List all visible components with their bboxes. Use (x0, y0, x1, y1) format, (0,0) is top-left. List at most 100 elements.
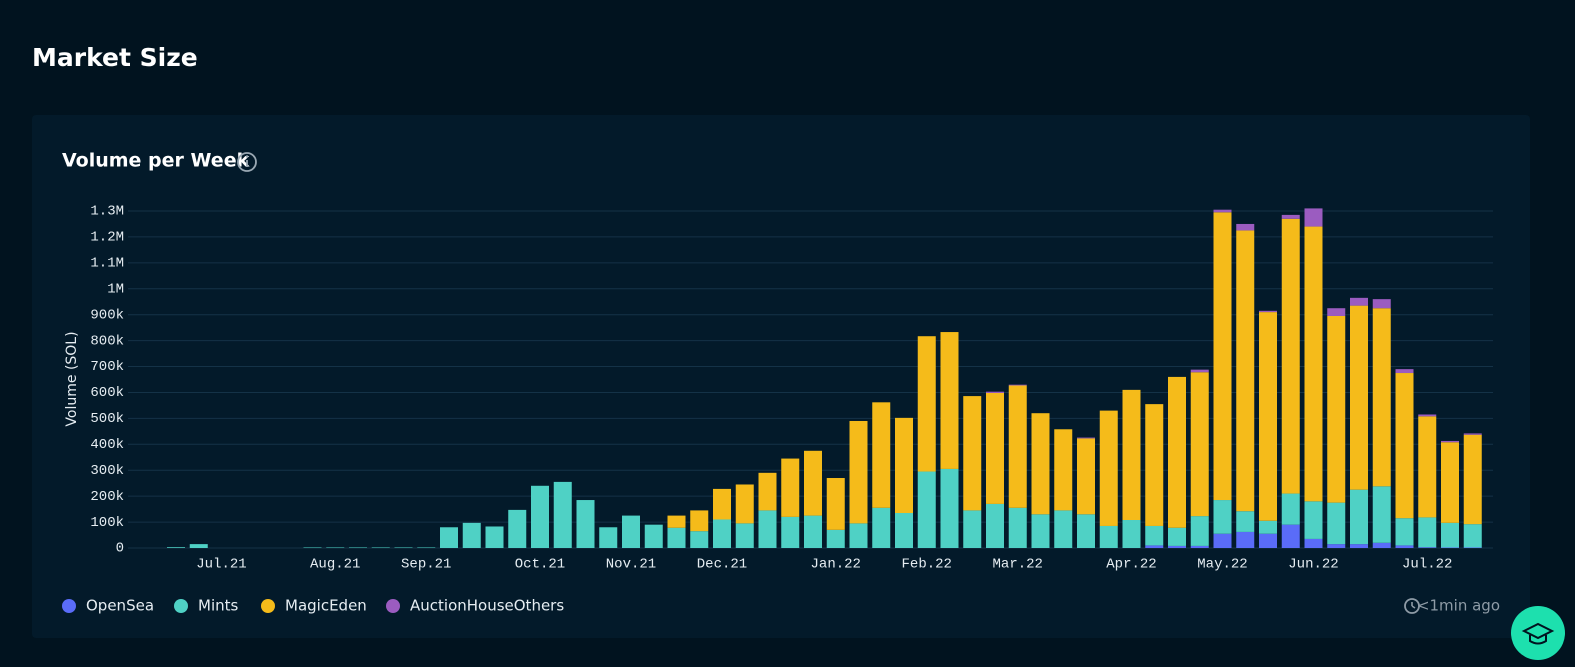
bar-segment (1418, 517, 1437, 548)
bar-segment (1236, 230, 1255, 512)
bar-segment (1077, 437, 1095, 439)
bar-segment (986, 391, 1004, 393)
bar-segment (1441, 547, 1459, 548)
bar-segment (1190, 369, 1209, 373)
x-tick-label: Feb.22 (902, 557, 952, 573)
bar-segment (1259, 520, 1277, 534)
bar-segment (1145, 545, 1164, 548)
bar-segment (1236, 223, 1255, 231)
x-tick-label: Jul.21 (196, 557, 246, 573)
bar-segment (1190, 372, 1209, 517)
x-tick-label: Aug.21 (310, 557, 360, 573)
y-tick-label: 500k (90, 411, 124, 427)
bar-segment (1281, 214, 1300, 219)
bar-segment (1190, 516, 1209, 546)
info-icon[interactable] (237, 152, 257, 172)
x-tick-label: Sep.21 (401, 557, 451, 573)
bar-segment (1168, 545, 1186, 548)
bar-segment (1327, 308, 1346, 316)
bar-segment (1463, 433, 1482, 435)
bar-segment (1372, 486, 1391, 543)
y-tick-label: 1M (107, 281, 124, 297)
legend-label: Mints (198, 597, 238, 615)
y-tick-label: 1.3M (90, 204, 124, 220)
bar-segment (1077, 514, 1095, 548)
bar-segment (826, 529, 845, 548)
bar-segment (986, 503, 1004, 548)
bar-segment (1190, 545, 1209, 548)
bar-segment (1122, 389, 1141, 521)
bar-segment (1350, 489, 1368, 545)
bar-segment (713, 519, 731, 548)
y-tick-label: 800k (90, 333, 124, 349)
bar-segment (804, 515, 822, 548)
bar-segment (1327, 502, 1346, 545)
bar-segment (1418, 547, 1437, 548)
bar-segment (1008, 384, 1027, 386)
bar-segment (1168, 527, 1186, 546)
bar-segment (826, 478, 845, 530)
legend-swatch (261, 599, 275, 613)
bar-segment (1259, 533, 1277, 548)
bar-segment (1395, 373, 1414, 519)
bar-segment (849, 523, 868, 548)
x-tick-label: Oct.21 (515, 557, 565, 573)
bar-segment (804, 450, 822, 516)
bar-segment (735, 484, 754, 524)
bar-segment (895, 417, 913, 514)
bar-segment (963, 396, 982, 511)
bar-segment (1304, 538, 1323, 548)
bar-segment (690, 531, 709, 548)
bar-segment (303, 547, 322, 548)
bar-segment (872, 507, 891, 548)
y-tick-label: 1.2M (90, 230, 124, 246)
bar-segment (1145, 404, 1164, 526)
bar-segment (872, 402, 891, 508)
bar-segment (1463, 434, 1482, 525)
y-tick-label: 400k (90, 437, 124, 453)
bar-segment (394, 547, 413, 548)
chart-title: Volume per Week (62, 150, 250, 172)
bar-segment (917, 471, 936, 548)
bar-segment (1327, 315, 1346, 503)
x-tick-label: Jun.22 (1288, 557, 1338, 573)
academy-button[interactable] (1511, 606, 1565, 660)
bar-segment (940, 468, 959, 548)
bar-segment (622, 515, 640, 548)
legend-label: MagicEden (285, 597, 367, 615)
bar-segment (485, 526, 504, 548)
bar-segment (1304, 226, 1323, 502)
bar-segment (1350, 297, 1368, 306)
bar-segment (1054, 510, 1073, 548)
y-tick-label: 900k (90, 307, 124, 323)
bar-segment (713, 488, 731, 520)
bar-segment (1281, 493, 1300, 525)
bar-segment (417, 547, 436, 548)
y-axis-label: Volume (SOL) (64, 331, 80, 426)
bar-segment (1259, 312, 1277, 521)
y-tick-label: 700k (90, 359, 124, 375)
bar-segment (1054, 429, 1073, 511)
bar-segment (1281, 218, 1300, 494)
bar-segment (1008, 385, 1027, 508)
x-tick-label: May.22 (1197, 557, 1247, 573)
bar-segment (1213, 212, 1232, 501)
legend-swatch (62, 599, 76, 613)
bar-segment (1168, 376, 1186, 528)
y-tick-label: 1.1M (90, 256, 124, 272)
updated-time: <1min ago (1417, 597, 1500, 615)
bar-segment (1213, 209, 1232, 213)
page-title: Market Size (32, 43, 198, 72)
bar-segment (1418, 414, 1437, 417)
y-tick-label: 600k (90, 385, 124, 401)
bar-segment (917, 336, 936, 472)
bar-segment (1213, 533, 1232, 548)
bar-segment (189, 544, 208, 548)
bar-segment (1350, 305, 1368, 490)
y-tick-label: 0 (116, 541, 124, 557)
bar-segment (1031, 514, 1050, 548)
bar-segment (849, 420, 868, 524)
bar-segment (1259, 310, 1277, 313)
refresh-icon[interactable] (1404, 598, 1420, 614)
